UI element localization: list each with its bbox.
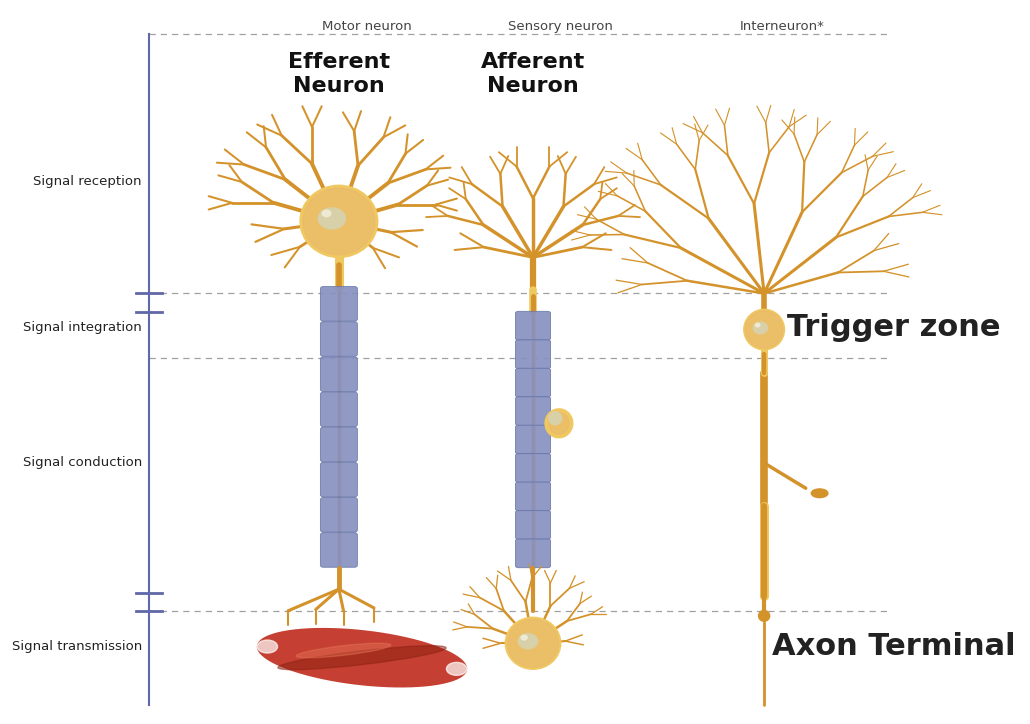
Ellipse shape	[549, 413, 569, 434]
Text: Signal transmission: Signal transmission	[11, 641, 142, 653]
FancyBboxPatch shape	[320, 427, 357, 462]
Ellipse shape	[755, 324, 760, 327]
Ellipse shape	[753, 322, 767, 334]
Text: Axon Terminal: Axon Terminal	[771, 632, 1016, 662]
FancyBboxPatch shape	[515, 397, 551, 426]
Text: Trigger zone: Trigger zone	[787, 313, 1000, 342]
FancyBboxPatch shape	[320, 392, 357, 426]
Ellipse shape	[812, 489, 828, 497]
FancyBboxPatch shape	[320, 287, 357, 321]
FancyBboxPatch shape	[320, 321, 357, 356]
FancyBboxPatch shape	[515, 482, 551, 511]
FancyBboxPatch shape	[515, 539, 551, 568]
FancyBboxPatch shape	[320, 463, 357, 497]
Text: Signal conduction: Signal conduction	[23, 456, 142, 469]
Ellipse shape	[258, 640, 277, 653]
FancyBboxPatch shape	[515, 425, 551, 454]
Ellipse shape	[297, 643, 390, 658]
Ellipse shape	[300, 185, 378, 258]
Ellipse shape	[318, 208, 345, 229]
Ellipse shape	[758, 610, 769, 621]
FancyBboxPatch shape	[515, 369, 551, 397]
Text: Afferent
Neuron: Afferent Neuron	[481, 51, 585, 96]
FancyBboxPatch shape	[320, 497, 357, 532]
Ellipse shape	[322, 210, 331, 216]
Ellipse shape	[744, 309, 785, 350]
FancyBboxPatch shape	[515, 510, 551, 539]
Ellipse shape	[278, 646, 446, 670]
Text: Sensory neuron: Sensory neuron	[509, 20, 613, 33]
Ellipse shape	[518, 634, 538, 649]
Polygon shape	[256, 628, 468, 688]
FancyBboxPatch shape	[515, 311, 551, 340]
Ellipse shape	[508, 619, 558, 668]
Ellipse shape	[746, 311, 783, 348]
Ellipse shape	[545, 409, 573, 438]
Text: Signal integration: Signal integration	[24, 321, 142, 334]
FancyBboxPatch shape	[515, 453, 551, 482]
Text: Efferent
Neuron: Efferent Neuron	[287, 51, 390, 96]
Ellipse shape	[549, 412, 561, 425]
FancyBboxPatch shape	[515, 340, 551, 369]
Text: Motor neuron: Motor neuron	[321, 20, 412, 33]
Text: Signal reception: Signal reception	[34, 175, 142, 188]
Ellipse shape	[521, 635, 527, 640]
Ellipse shape	[446, 662, 467, 675]
Ellipse shape	[506, 618, 560, 669]
FancyBboxPatch shape	[320, 533, 357, 567]
FancyBboxPatch shape	[320, 357, 357, 392]
Text: Interneuron*: Interneuron*	[741, 20, 825, 33]
Ellipse shape	[303, 188, 375, 255]
